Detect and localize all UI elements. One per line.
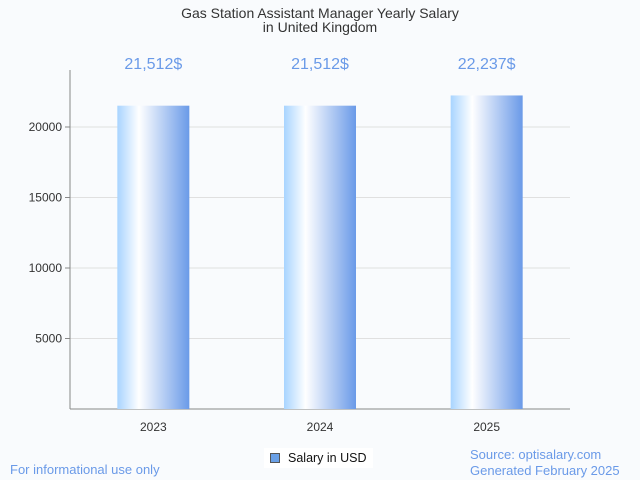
y-tick-label: 5000: [35, 332, 62, 346]
legend-swatch: [270, 453, 280, 463]
bar: [117, 105, 190, 410]
y-tick-label: 20000: [29, 120, 63, 134]
chart-title: Gas Station Assistant Manager Yearly Sal…: [181, 5, 459, 21]
bar: [284, 105, 356, 410]
disclaimer: For informational use only: [10, 462, 160, 477]
source-link[interactable]: Source: optisalary.com: [470, 447, 602, 462]
y-tick-label: 10000: [29, 261, 63, 275]
x-tick-label: 2024: [307, 420, 334, 434]
data-label: 21,512$: [124, 56, 182, 73]
legend-label: Salary in USD: [288, 451, 367, 465]
x-tick-label: 2025: [473, 420, 500, 434]
chart-subtitle: in United Kingdom: [262, 19, 378, 35]
generated-date: Generated February 2025: [470, 463, 620, 478]
legend: Salary in USD: [264, 448, 373, 468]
data-label: 22,237$: [458, 56, 516, 73]
y-tick-label: 15000: [29, 191, 63, 205]
bar: [450, 95, 523, 409]
x-tick-label: 2023: [140, 420, 167, 434]
data-label: 21,512$: [291, 56, 349, 73]
